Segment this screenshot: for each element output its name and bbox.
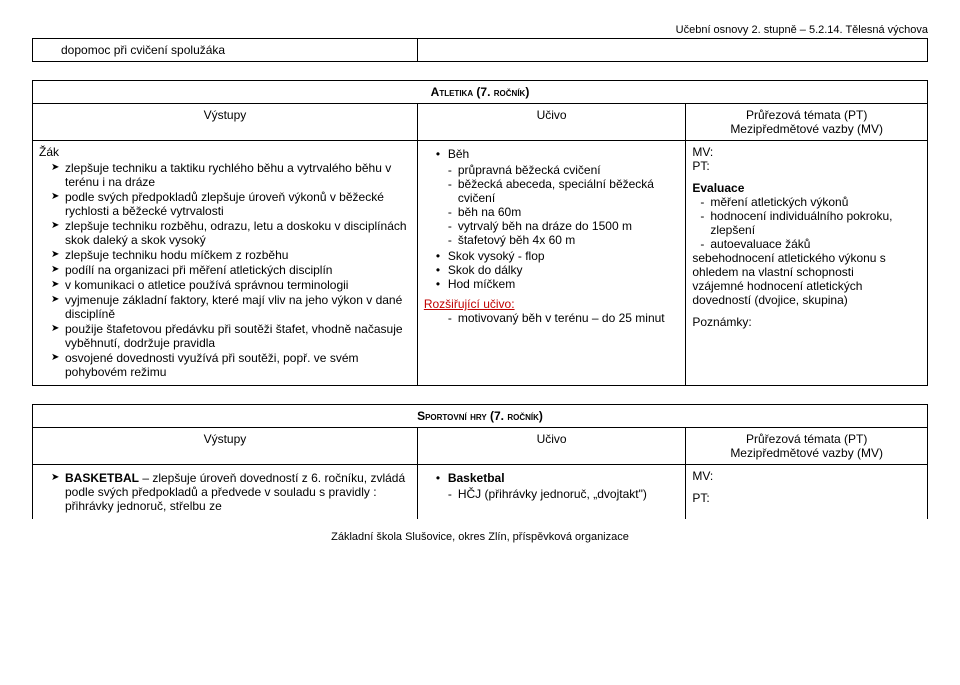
rozsir-label: Rozšiřující učivo: [424,297,515,311]
list-item: běžecká abeceda, speciální běžecká cviče… [448,177,680,205]
list-item: Skok do dálky [436,263,680,277]
pt-label: PT: [692,491,921,505]
list-item: HČJ (přihrávky jednoruč, „dvojtakt") [448,487,680,501]
sport-title: Sportovní hry (7. ročník) [33,405,928,428]
list-item: Basketbal [436,471,680,485]
eval-list: měření atletických výkonů hodnocení indi… [692,195,921,251]
vystupy-list: zlepšuje techniku a taktiku rychlého běh… [39,161,411,379]
top-cell-empty [417,39,927,62]
atletika-table: Atletika (7. ročník) Výstupy Učivo Průře… [32,80,928,386]
zak-label: Žák [39,145,411,159]
basket-bold: BASKETBAL [65,471,139,485]
atletika-pt-cell: MV: PT: Evaluace měření atletických výko… [686,141,928,386]
list-item: měření atletických výkonů [700,195,921,209]
list-item: BASKETBAL – zlepšuje úroveň dovedností z… [51,471,411,513]
list-item: vytrvalý běh na dráze do 1500 m [448,219,680,233]
eval-tail: sebehodnocení atletického výkonu s ohled… [692,251,921,307]
col-vystupy: Výstupy [33,104,418,141]
list-item: průpravná běžecká cvičení [448,163,680,177]
list-item: zlepšuje techniku hodu míčkem z rozběhu [51,248,411,262]
sport-ucivo-cell: Basketbal HČJ (přihrávky jednoruč, „dvoj… [417,465,686,520]
page-header: Učební osnovy 2. stupně – 5.2.14. Tělesn… [32,24,928,36]
list-item: vyjmenuje základní faktory, které mají v… [51,293,411,321]
col-ucivo: Učivo [417,428,686,465]
top-table: dopomoc při cvičení spolužáka [32,38,928,62]
col-vystupy: Výstupy [33,428,418,465]
top-cell: dopomoc při cvičení spolužáka [33,39,418,62]
list-item: autoevaluace žáků [700,237,921,251]
list-item: hodnocení individuálního pokroku, zlepše… [700,209,921,237]
list-item: běh na 60m [448,205,680,219]
mv-label: MV: [692,145,921,159]
atletika-ucivo-cell: Běh průpravná běžecká cvičení běžecká ab… [417,141,686,386]
ucivo-list: Běh [424,147,680,161]
page-footer: Základní škola Slušovice, okres Zlín, př… [32,531,928,543]
evaluace-label: Evaluace [692,181,921,195]
ucivo-sublist: průpravná běžecká cvičení běžecká abeced… [424,163,680,247]
pt-label: PT: [692,159,921,173]
mv-label: MV: [692,469,921,483]
list-item: podle svých předpokladů zlepšuje úroveň … [51,190,411,218]
vystupy-list: BASKETBAL – zlepšuje úroveň dovedností z… [39,471,411,513]
atletika-title: Atletika (7. ročník) [33,81,928,104]
atletika-vystupy-cell: Žák zlepšuje techniku a taktiku rychlého… [33,141,418,386]
ucivo-sublist: HČJ (přihrávky jednoruč, „dvojtakt") [424,487,680,501]
list-item: motivovaný běh v terénu – do 25 minut [448,311,680,325]
col-ucivo: Učivo [417,104,686,141]
ucivo-list2: Skok vysoký - flop Skok do dálky Hod míč… [424,249,680,291]
rozsir-list: motivovaný běh v terénu – do 25 minut [424,311,680,325]
list-item: Běh [436,147,680,161]
list-item: osvojené dovednosti využívá při soutěži,… [51,351,411,379]
poznamky-label: Poznámky: [692,315,921,329]
col-pt: Průřezová témata (PT) Mezipředmětové vaz… [686,104,928,141]
list-item: Skok vysoký - flop [436,249,680,263]
list-item: v komunikaci o atletice používá správnou… [51,278,411,292]
section-title-text: Sportovní hry (7. ročník) [417,409,543,423]
list-item: zlepšuje techniku a taktiku rychlého běh… [51,161,411,189]
list-item: štafetový běh 4x 60 m [448,233,680,247]
list-item: použije štafetovou předávku při soutěži … [51,322,411,350]
ucivo-list: Basketbal [424,471,680,485]
sport-pt-cell: MV: PT: [686,465,928,520]
list-item: Hod míčkem [436,277,680,291]
col-pt: Průřezová témata (PT) Mezipředmětové vaz… [686,428,928,465]
list-item: zlepšuje techniku rozběhu, odrazu, letu … [51,219,411,247]
sport-table: Sportovní hry (7. ročník) Výstupy Učivo … [32,404,928,519]
sport-vystupy-cell: BASKETBAL – zlepšuje úroveň dovedností z… [33,465,418,520]
list-item: podílí na organizaci při měření atletick… [51,263,411,277]
section-title-text: Atletika (7. ročník) [431,85,530,99]
